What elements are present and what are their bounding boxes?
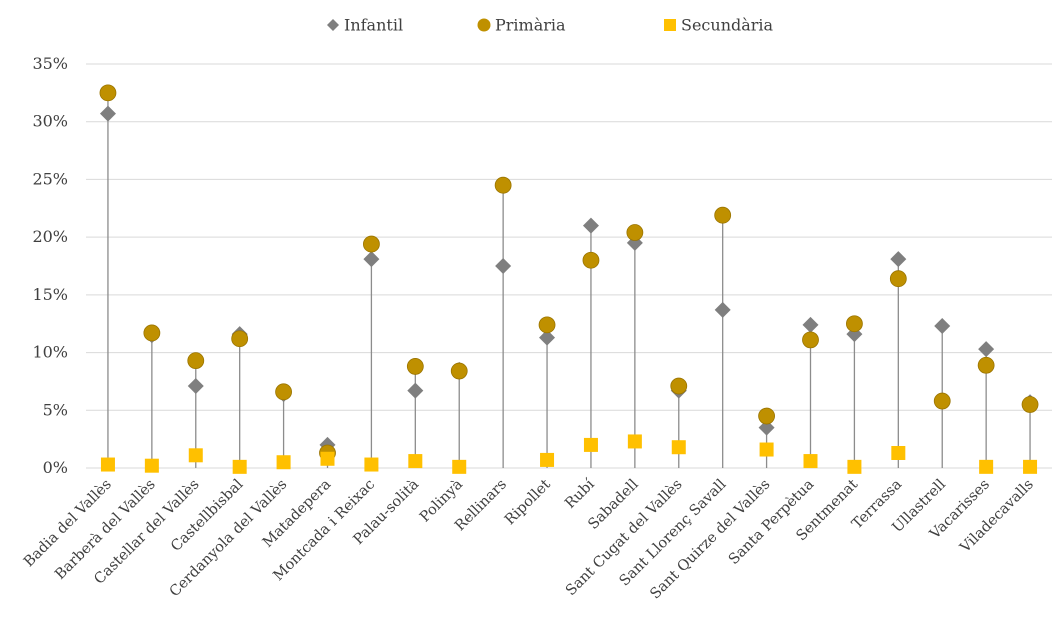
data-point-square — [847, 459, 862, 474]
data-point-diamond — [187, 378, 204, 395]
data-point-circle — [275, 383, 292, 401]
data-point-circle — [714, 206, 732, 224]
data-point-diamond — [582, 217, 599, 234]
data-point-circle — [187, 352, 205, 370]
data-point-diamond — [407, 382, 424, 399]
data-point-circle — [670, 377, 688, 395]
data-point-circle — [846, 315, 863, 333]
data-point-diamond — [978, 341, 995, 358]
data-point-diamond — [890, 251, 907, 268]
data-point-circle — [889, 270, 907, 288]
y-tick-label: 35% — [32, 54, 68, 73]
legend: Infantil Primària Secundària — [327, 16, 774, 35]
data-point-square — [759, 442, 774, 457]
y-tick-label: 20% — [32, 227, 68, 246]
legend-marker-square — [664, 19, 676, 31]
data-point-square — [276, 455, 291, 470]
data-point-circle — [802, 331, 819, 349]
data-point-square — [452, 459, 467, 474]
y-tick-label: 0% — [43, 458, 68, 477]
data-point-diamond — [802, 316, 819, 333]
data-point-circle — [406, 358, 424, 375]
data-point-circle — [99, 84, 117, 102]
data-point-diamond — [714, 301, 731, 318]
y-tick-label: 25% — [32, 169, 68, 188]
data-point-square — [979, 459, 994, 474]
data-point-square — [232, 459, 247, 474]
data-point-circle — [231, 330, 249, 348]
data-point-square — [320, 451, 335, 466]
data-point-square — [1023, 459, 1038, 474]
data-point-diamond — [539, 329, 556, 346]
y-tick-label: 5% — [43, 400, 68, 419]
data-point-square — [891, 445, 906, 460]
data-point-square — [408, 454, 423, 469]
data-point-circle — [538, 316, 556, 334]
data-point-square — [100, 457, 115, 472]
data-point-circle — [977, 356, 995, 374]
legend-marker-circle — [477, 18, 491, 32]
legend-marker-diamond — [327, 19, 339, 31]
legend-label: Secundària — [681, 16, 774, 35]
data-point-square — [671, 440, 686, 455]
data-point-circle — [758, 407, 775, 425]
y-tick-label: 10% — [32, 343, 68, 362]
data-point-square — [627, 434, 642, 449]
data-point-square — [188, 448, 203, 463]
y-tick-label: 30% — [32, 112, 68, 131]
data-point-diamond — [99, 105, 116, 122]
data-point-square — [803, 454, 818, 469]
data-point-diamond — [934, 318, 951, 335]
data-point-circle — [933, 392, 951, 410]
data-marks — [99, 84, 1039, 474]
data-point-diamond — [495, 258, 512, 274]
data-point-square — [364, 457, 379, 472]
gridlines — [86, 63, 1052, 469]
data-point-circle — [143, 324, 161, 342]
data-point-circle — [450, 362, 468, 380]
data-point-square — [144, 458, 159, 473]
x-category-label: Ripollet — [502, 476, 554, 528]
legend-label: Infantil — [344, 16, 403, 35]
y-tick-label: 15% — [32, 285, 68, 304]
data-point-circle — [363, 235, 380, 253]
data-point-square — [583, 437, 598, 452]
data-point-circle — [626, 224, 644, 241]
y-axis-tick-labels: 0% 5% 10% 15% 20% 25% 30% 35% — [32, 54, 68, 477]
x-category-label: Rubí — [562, 476, 598, 512]
data-point-circle — [582, 251, 600, 269]
legend-label: Primària — [495, 16, 566, 35]
data-point-diamond — [363, 251, 380, 268]
data-point-circle — [494, 176, 512, 194]
data-point-diamond — [758, 419, 775, 436]
data-point-square — [540, 452, 555, 467]
data-point-circle — [1021, 396, 1039, 413]
